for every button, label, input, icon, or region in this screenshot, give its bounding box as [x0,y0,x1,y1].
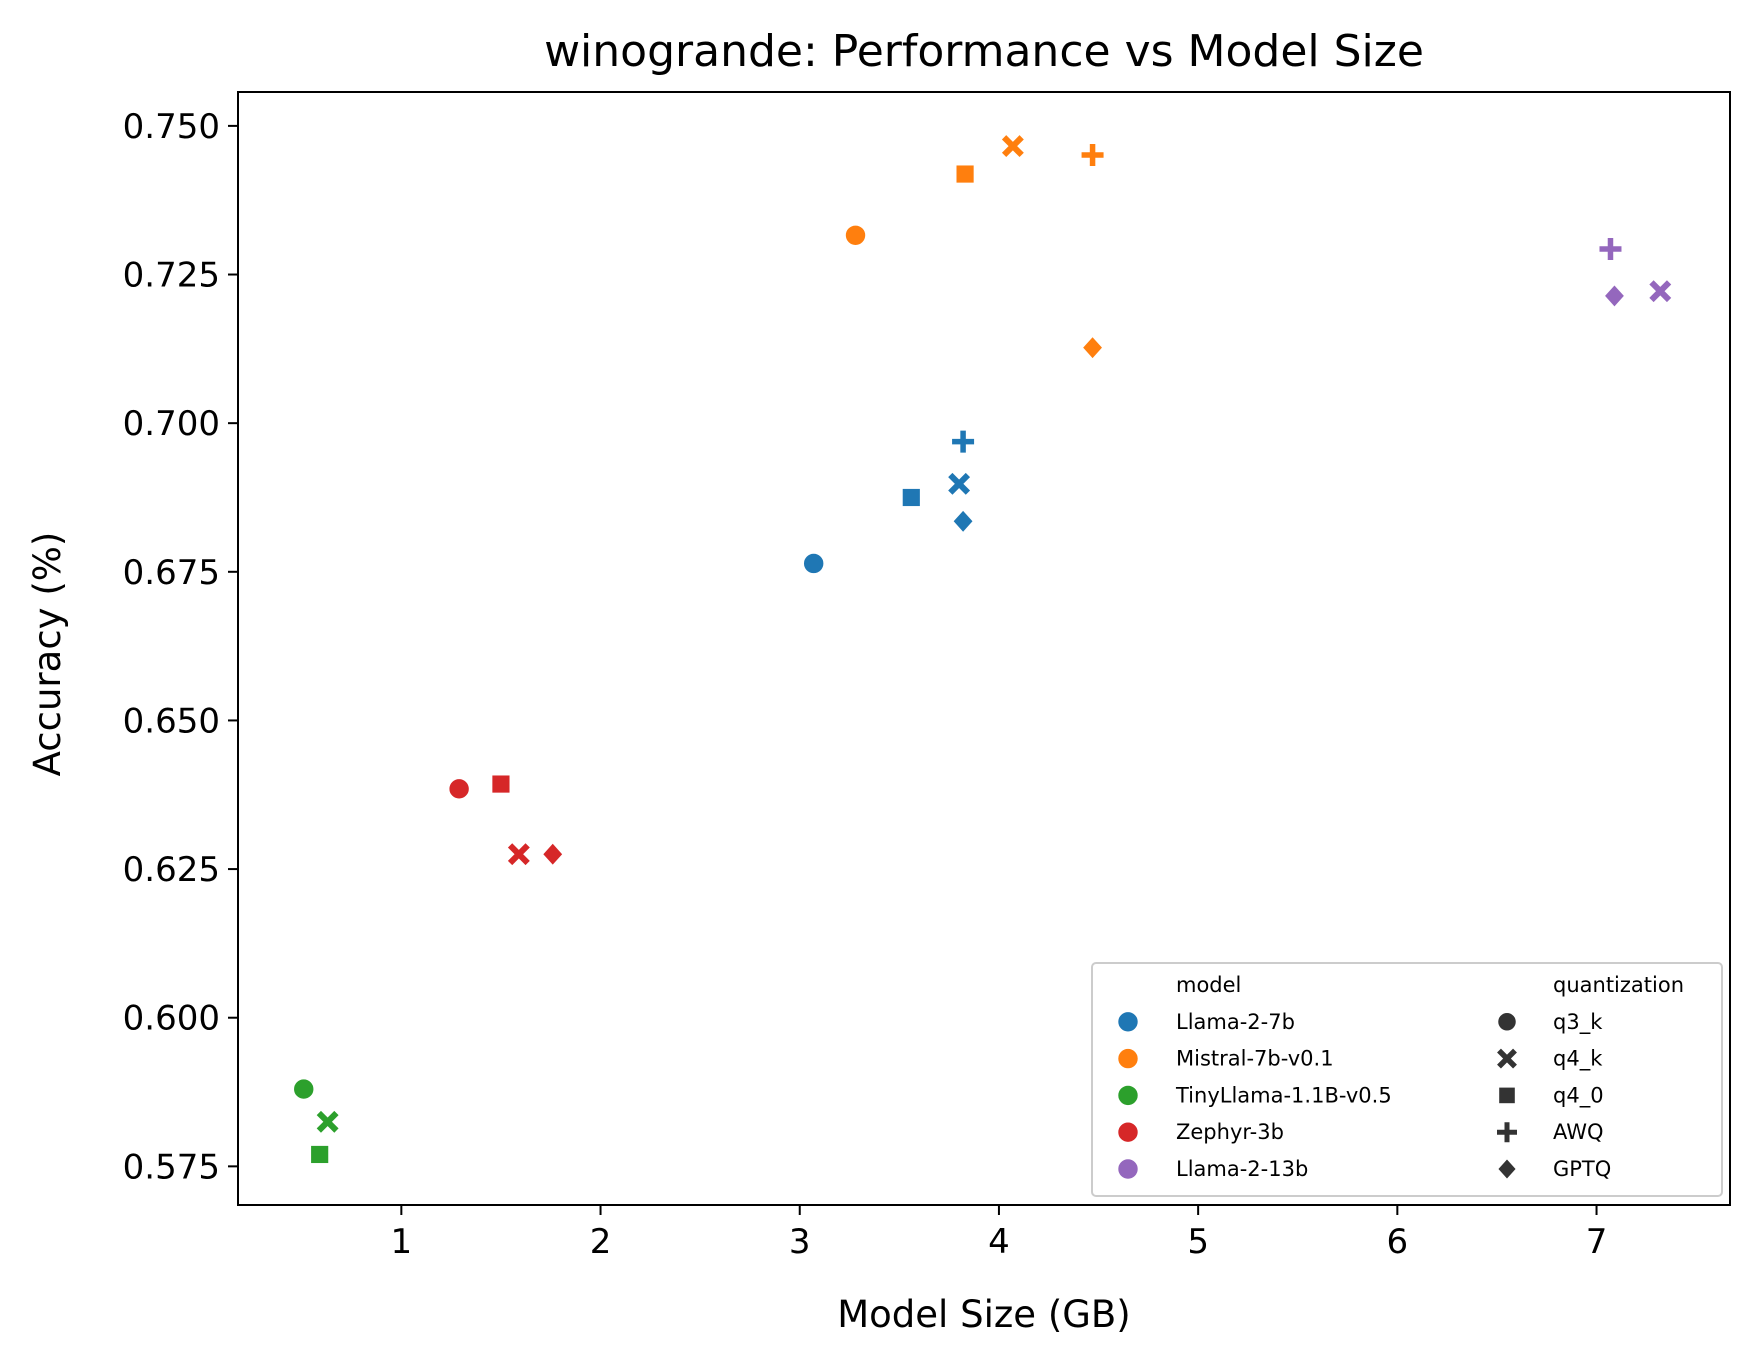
x-tick-label: 5 [1187,1222,1209,1262]
chart-title: winogrande: Performance vs Model Size [544,26,1424,77]
data-point [948,472,971,495]
x-tick-label: 6 [1387,1222,1409,1262]
plot-frame [237,91,1731,1206]
y-tick-label: 0.725 [123,256,220,296]
data-point [844,224,867,247]
data-point [902,488,920,507]
data-point [952,430,975,453]
y-tick-label: 0.700 [123,404,220,444]
legend-quantization-label: q4_0 [1553,1083,1604,1108]
legend-quantization-label: GPTQ [1553,1157,1611,1181]
data-point [802,552,825,575]
legend-quantization-marker [1498,1159,1516,1179]
data-point [1081,144,1104,167]
data-point [316,1110,339,1133]
legend-model-marker [1116,1121,1140,1144]
data-point [1001,135,1024,158]
data-point [543,843,563,865]
data-point [1599,237,1622,260]
legend-model-label: Zephyr-3b [1176,1120,1284,1144]
x-tick-label: 3 [789,1222,811,1262]
legend-quantization-marker [1499,1087,1515,1104]
legend-box [1091,962,1723,1197]
legend-quantization-title: quantization [1553,973,1684,997]
legend-model-marker [1116,1047,1140,1070]
data-point [311,1145,329,1164]
legend-quantization-label: q4_k [1553,1047,1603,1072]
legend-model-label: Llama-2-7b [1176,1010,1295,1034]
y-tick-label: 0.575 [123,1147,220,1187]
y-tick-label: 0.625 [123,850,220,890]
legend-model-label: TinyLlama-1.1B-v0.5 [1175,1083,1392,1107]
legend-quantization-marker [1496,1011,1518,1033]
y-tick-label: 0.650 [123,701,220,741]
data-point [1083,337,1102,359]
legend: model quantization Llama-2-7b Mistral-7b-v0… [1091,962,1723,1197]
y-tick-label: 0.675 [123,553,220,593]
data-points [292,135,1672,1164]
legend-quantization-marker [1497,1122,1517,1143]
x-axis-label: Model Size (GB) [837,1293,1131,1336]
data-point [292,1077,315,1101]
legend-model-marker [1116,1157,1140,1181]
data-point [492,775,510,793]
data-point [1649,280,1672,303]
legend-model-marker [1116,1084,1140,1107]
axis-ticks: 1 2 3 4 5 6 7 0.575 0.600 0.625 0.650 0.675 0.700 0.7… [123,107,1608,1262]
x-tick-label: 2 [590,1222,612,1262]
x-tick-label: 1 [391,1222,413,1262]
legend-model-title: model [1176,973,1241,997]
data-point [953,510,973,532]
legend-model-marker [1116,1010,1140,1033]
data-point [447,777,471,801]
legend-quantization-label: AWQ [1553,1120,1604,1144]
x-tick-label: 7 [1586,1222,1608,1262]
legend-quantization-label: q3_k [1553,1010,1603,1035]
legend-model-label: Mistral-7b-v0.1 [1176,1047,1334,1071]
data-point [507,843,530,866]
data-point [1605,285,1624,307]
y-tick-label: 0.600 [123,999,220,1039]
legend-model-label: Llama-2-13b [1176,1157,1308,1181]
y-tick-label: 0.750 [123,107,220,147]
x-tick-label: 4 [988,1222,1010,1262]
legend-quantization-marker [1497,1048,1517,1069]
y-axis-label: Accuracy (%) [26,532,69,777]
data-point [956,165,974,183]
